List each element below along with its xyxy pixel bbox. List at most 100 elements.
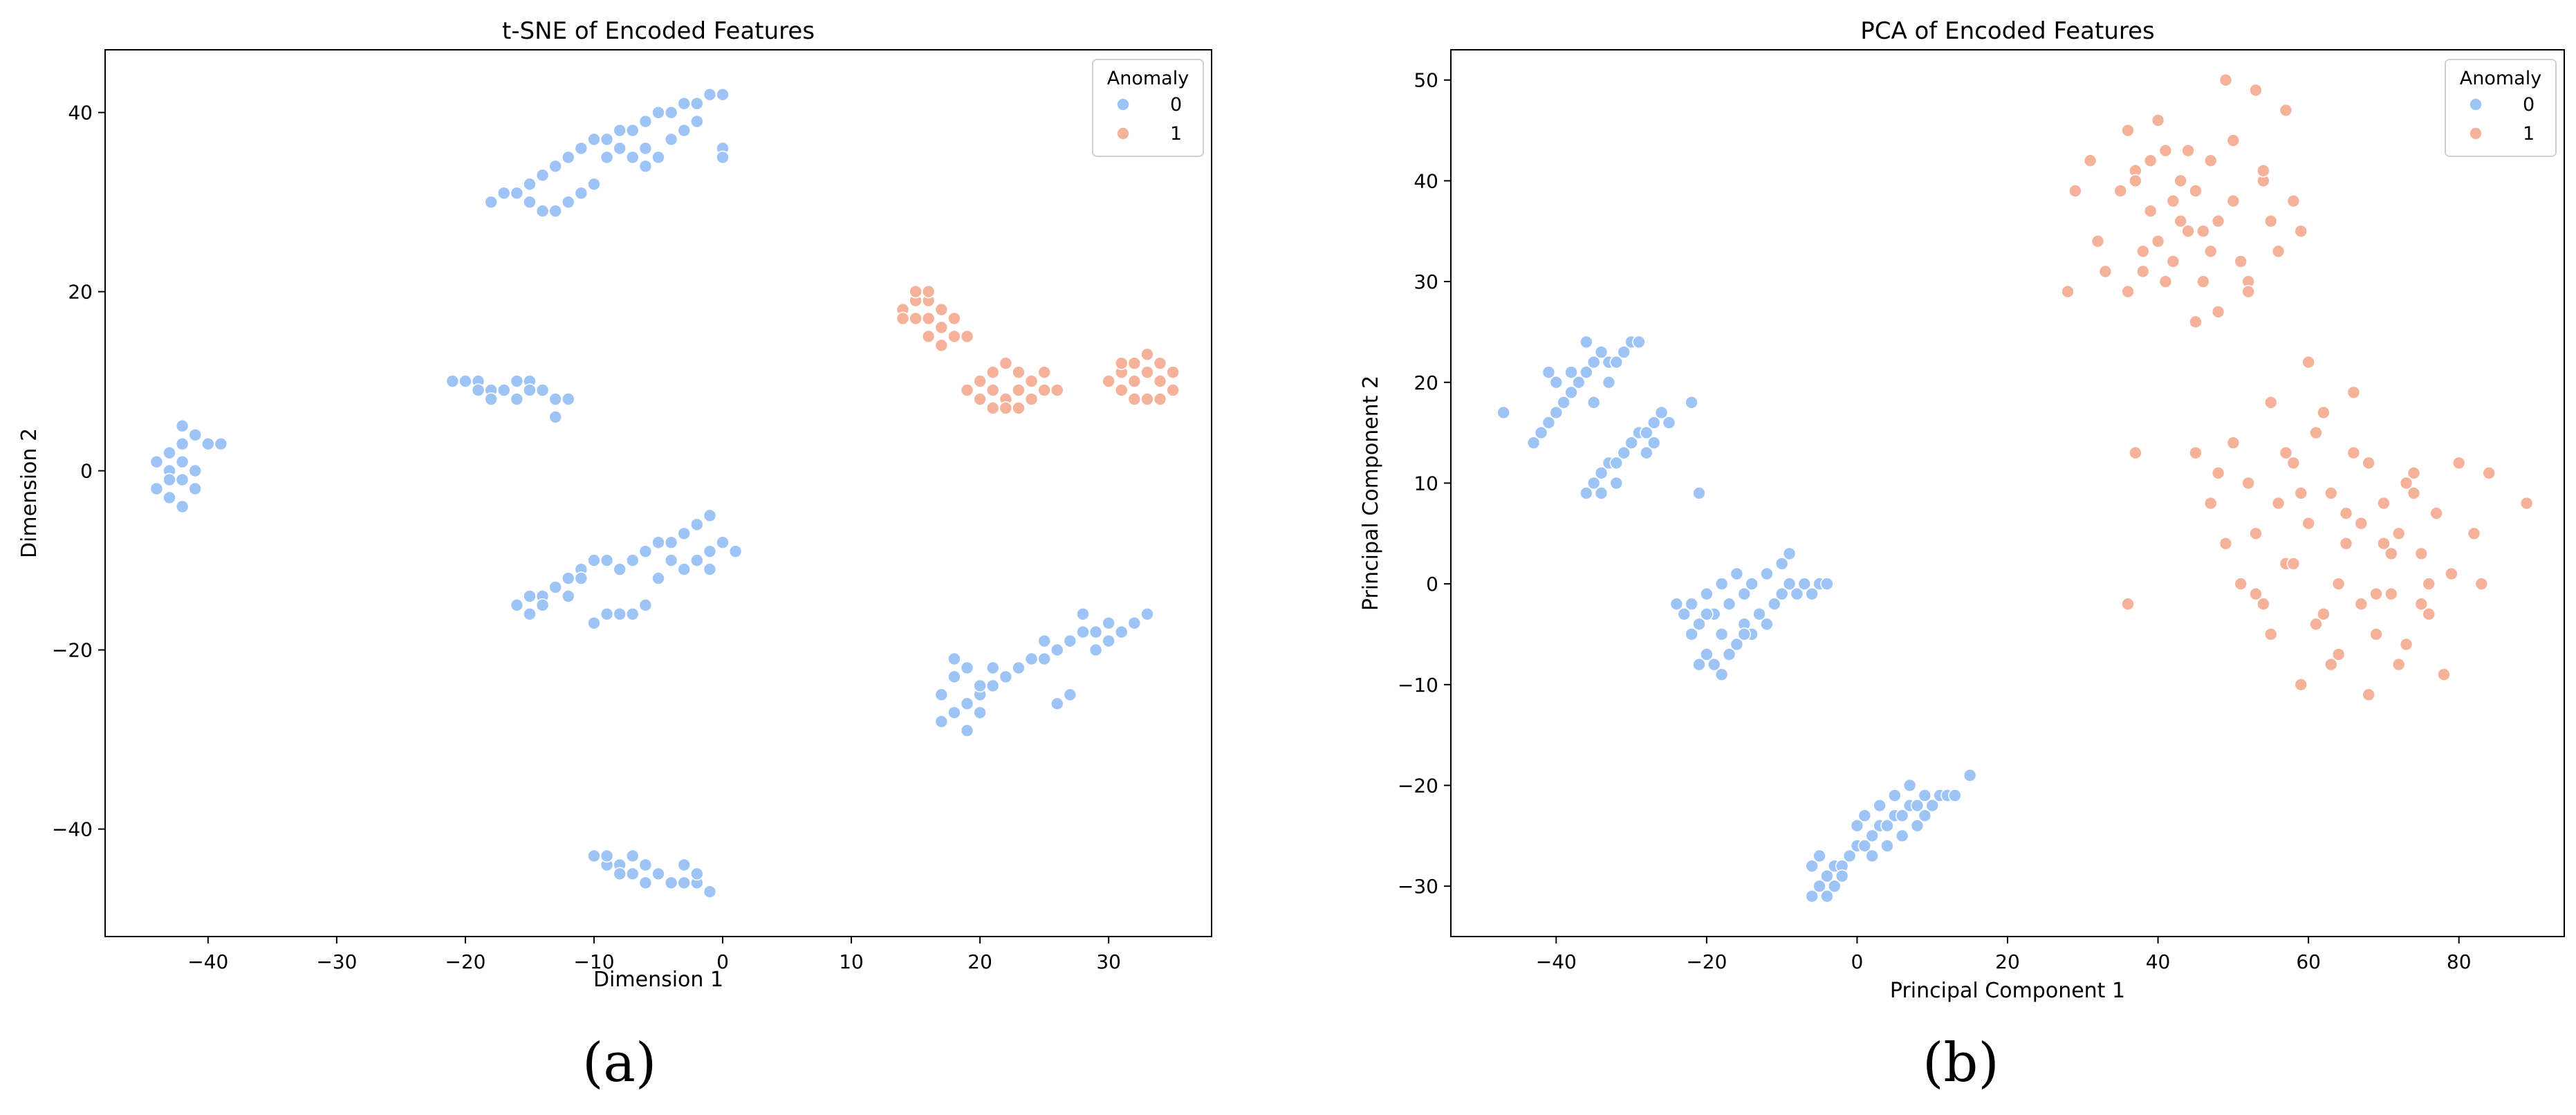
data-point-anomaly-0 xyxy=(677,123,692,138)
data-point-anomaly-1 xyxy=(2294,224,2308,239)
data-point-anomaly-0 xyxy=(613,141,627,156)
data-point-anomaly-0 xyxy=(1586,355,1601,369)
x-tick-label: 0 xyxy=(716,950,729,973)
data-point-anomaly-0 xyxy=(561,195,575,209)
data-point-anomaly-1 xyxy=(2346,445,2361,460)
data-point-anomaly-1 xyxy=(2271,244,2286,259)
data-point-anomaly-1 xyxy=(2211,304,2225,319)
data-point-anomaly-0 xyxy=(703,885,717,899)
data-point-anomaly-0 xyxy=(201,436,215,451)
y-tick-label: 40 xyxy=(68,102,93,125)
data-point-anomaly-1 xyxy=(2121,123,2135,138)
data-point-anomaly-0 xyxy=(690,517,704,532)
data-point-anomaly-0 xyxy=(1602,375,1616,389)
data-point-anomaly-0 xyxy=(1700,647,1714,661)
data-point-anomaly-0 xyxy=(613,123,627,138)
data-point-anomaly-1 xyxy=(2391,526,2406,541)
data-point-anomaly-0 xyxy=(574,186,589,200)
data-point-anomaly-1 xyxy=(2226,133,2241,147)
data-point-anomaly-1 xyxy=(2422,577,2436,591)
data-point-anomaly-0 xyxy=(677,562,692,576)
data-point-anomaly-0 xyxy=(703,544,717,558)
data-point-anomaly-1 xyxy=(2061,284,2075,299)
data-point-anomaly-0 xyxy=(1813,879,1826,893)
data-point-anomaly-0 xyxy=(1737,587,1752,601)
data-point-anomaly-0 xyxy=(548,204,562,218)
data-point-anomaly-0 xyxy=(1088,643,1103,657)
data-point-anomaly-0 xyxy=(535,383,550,397)
data-point-anomaly-0 xyxy=(1534,425,1548,440)
data-point-anomaly-0 xyxy=(1880,839,1894,853)
data-point-anomaly-1 xyxy=(934,338,949,353)
x-tick-label: 0 xyxy=(1851,950,1864,973)
y-tick-label: −40 xyxy=(52,818,93,841)
data-point-anomaly-0 xyxy=(1692,657,1706,672)
data-point-anomaly-0 xyxy=(651,571,665,585)
data-point-anomaly-1 xyxy=(1127,392,1142,406)
data-point-anomaly-0 xyxy=(600,607,614,621)
x-axis-label: Principal Component 1 xyxy=(1890,979,2125,1003)
data-point-anomaly-0 xyxy=(484,392,498,406)
data-point-anomaly-0 xyxy=(1873,798,1887,813)
legend-title: Anomaly xyxy=(1107,68,1189,89)
data-point-anomaly-0 xyxy=(548,580,562,594)
data-point-anomaly-1 xyxy=(1050,383,1064,397)
data-point-anomaly-0 xyxy=(613,607,627,621)
data-point-anomaly-1 xyxy=(2286,557,2301,571)
data-point-anomaly-0 xyxy=(934,715,949,729)
y-tick-label: −30 xyxy=(1398,875,1438,898)
data-point-anomaly-1 xyxy=(1153,356,1167,371)
data-point-anomaly-0 xyxy=(587,553,601,567)
data-point-anomaly-0 xyxy=(1745,577,1759,591)
x-axis-label: Dimension 1 xyxy=(593,968,723,992)
data-point-anomaly-0 xyxy=(523,383,537,397)
data-point-anomaly-0 xyxy=(1088,625,1103,639)
data-point-anomaly-0 xyxy=(175,436,189,451)
data-point-anomaly-1 xyxy=(2339,537,2353,551)
data-point-anomaly-0 xyxy=(1609,476,1624,490)
data-point-anomaly-1 xyxy=(2362,688,2375,702)
data-point-anomaly-0 xyxy=(625,553,640,567)
data-point-anomaly-0 xyxy=(175,499,189,514)
data-point-anomaly-0 xyxy=(587,132,601,147)
data-point-anomaly-1 xyxy=(2068,184,2082,198)
data-point-anomaly-0 xyxy=(1647,436,1661,450)
data-point-anomaly-0 xyxy=(561,392,575,406)
data-point-anomaly-0 xyxy=(960,661,974,675)
data-point-anomaly-1 xyxy=(2083,154,2097,168)
data-point-anomaly-1 xyxy=(2437,667,2451,682)
data-point-anomaly-0 xyxy=(1050,643,1064,657)
data-point-anomaly-0 xyxy=(1918,789,1932,802)
y-tick-label: −20 xyxy=(1398,774,1438,797)
data-point-anomaly-0 xyxy=(651,150,665,165)
data-point-anomaly-1 xyxy=(2317,405,2331,420)
data-point-anomaly-0 xyxy=(1805,859,1819,873)
data-point-anomaly-0 xyxy=(985,661,1000,675)
data-point-anomaly-0 xyxy=(1737,627,1752,641)
data-point-anomaly-0 xyxy=(1594,486,1609,500)
data-point-anomaly-0 xyxy=(1541,365,1556,379)
data-point-anomaly-0 xyxy=(690,867,704,881)
data-point-anomaly-1 xyxy=(2203,154,2218,168)
data-point-anomaly-0 xyxy=(1076,607,1090,621)
data-point-anomaly-1 xyxy=(2129,174,2142,188)
data-point-anomaly-1 xyxy=(2309,617,2323,632)
data-point-anomaly-0 xyxy=(188,463,203,478)
data-point-anomaly-0 xyxy=(1037,634,1051,648)
data-point-anomaly-0 xyxy=(1895,809,1909,822)
data-point-anomaly-0 xyxy=(1752,607,1766,621)
data-point-anomaly-0 xyxy=(548,392,562,406)
legend-label-1: 1 xyxy=(1170,123,1182,145)
data-point-anomaly-0 xyxy=(1549,405,1564,420)
data-point-anomaly-0 xyxy=(716,87,730,102)
data-point-anomaly-0 xyxy=(703,508,717,523)
x-tick-label: 30 xyxy=(1096,950,1121,973)
legend-label-1: 1 xyxy=(2523,123,2535,145)
legend-marker-1 xyxy=(2469,127,2483,140)
data-point-anomaly-0 xyxy=(1594,466,1609,480)
data-point-anomaly-0 xyxy=(600,553,614,567)
data-point-anomaly-0 xyxy=(1730,566,1744,581)
data-point-anomaly-1 xyxy=(1140,365,1154,379)
data-point-anomaly-1 xyxy=(2354,597,2369,611)
data-point-anomaly-0 xyxy=(613,562,627,576)
